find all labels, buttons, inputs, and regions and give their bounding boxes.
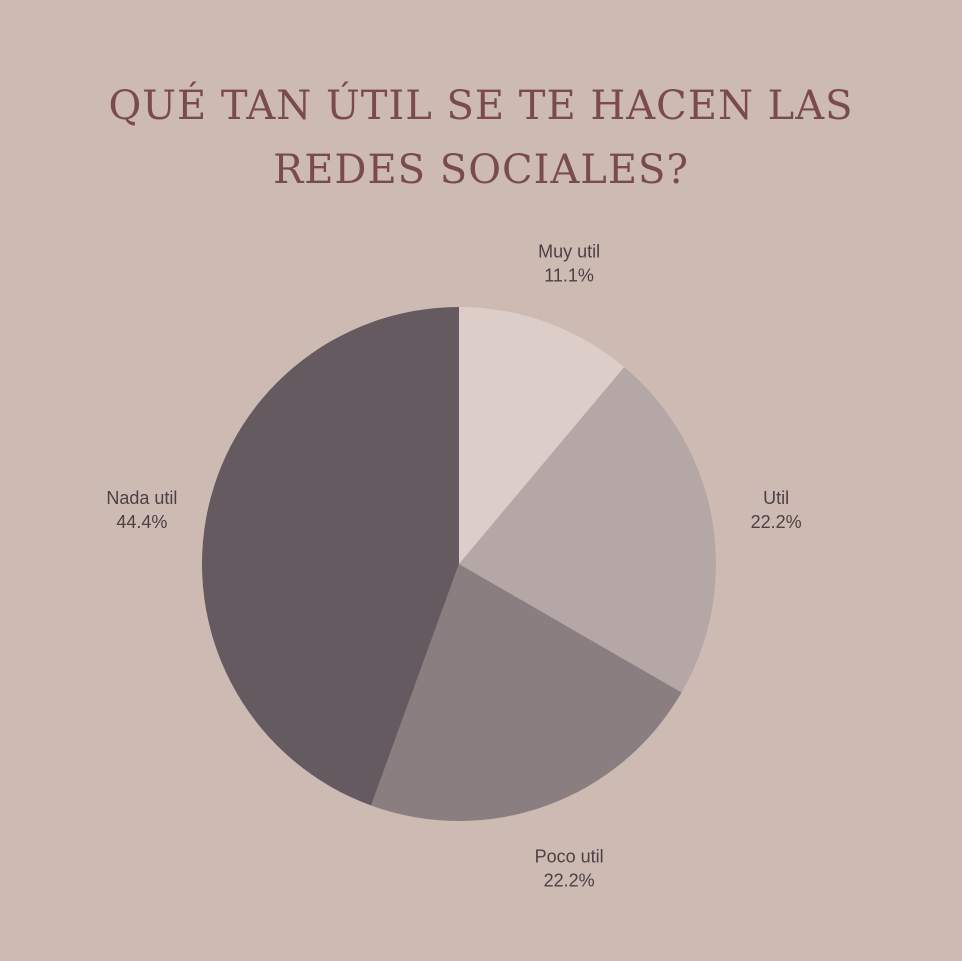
slice-category-label: Muy util [538,241,600,261]
slice-category-label: Util [763,488,789,508]
slice-label-util: Util 22.2% [751,488,802,532]
slice-label-poco-util: Poco util 22.2% [535,847,604,891]
pie-labels: Muy util 11.1% Util 22.2% Poco util 22.2% Nada… [106,241,801,890]
slice-category-label: Poco util [535,847,604,867]
chart-title-line-2: REDES SOCIALES? [273,147,689,193]
pie-slice-muy-util [459,307,625,564]
slice-label-muy-util: Muy util 11.1% [538,241,600,285]
pie-slices [202,307,717,821]
slice-value-label: 11.1% [544,265,594,285]
slice-value-label: 22.2% [751,512,802,532]
pie-slice-poco-util [371,564,682,821]
slice-value-label: 22.2% [544,871,595,891]
pie-slice-util [459,367,717,693]
slice-label-nada-util: Nada util 44.4% [106,488,177,532]
chart-title-line-1: QUÉ TAN ÚTIL SE TE HACEN LAS [108,83,854,129]
slice-value-label: 44.4% [116,512,167,532]
pie-slice-nada-util [202,307,459,806]
slice-category-label: Nada util [106,488,177,508]
